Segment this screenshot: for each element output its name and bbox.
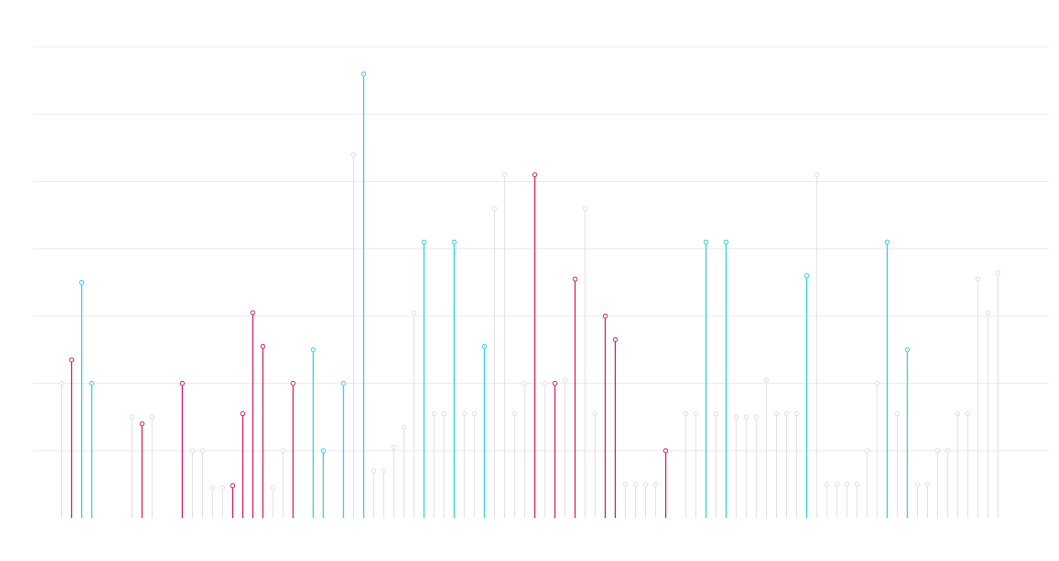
lollipop-point-32[interactable] xyxy=(371,468,377,474)
lollipop-point-26[interactable] xyxy=(310,347,316,353)
lollipop-point-48[interactable] xyxy=(532,172,538,178)
lollipop-point-57[interactable] xyxy=(622,481,628,487)
lollipop-point-66[interactable] xyxy=(713,411,719,417)
lollipop-point-2[interactable] xyxy=(69,357,75,363)
lollipop-point-65[interactable] xyxy=(703,239,709,245)
lollipop-point-46[interactable] xyxy=(512,411,518,417)
lollipop-point-82[interactable] xyxy=(874,380,880,386)
lollipop-point-35[interactable] xyxy=(401,424,407,430)
lollipop-point-75[interactable] xyxy=(804,273,810,279)
lollipop-point-84[interactable] xyxy=(894,411,900,417)
lollipop-point-23[interactable] xyxy=(280,448,286,454)
lollipop-point-9[interactable] xyxy=(139,421,145,427)
lollipop-point-54[interactable] xyxy=(592,411,598,417)
lollipop-point-31[interactable] xyxy=(361,71,367,77)
lollipop-point-60[interactable] xyxy=(653,481,659,487)
lollipop-point-56[interactable] xyxy=(612,337,618,343)
lollipop-point-85[interactable] xyxy=(904,347,910,353)
lollipop-point-81[interactable] xyxy=(864,448,870,454)
lollipop-point-47[interactable] xyxy=(522,380,528,386)
lollipop-point-4[interactable] xyxy=(89,380,95,386)
lollipop-point-36[interactable] xyxy=(411,310,417,316)
lollipop-point-61[interactable] xyxy=(663,448,669,454)
lollipop-point-8[interactable] xyxy=(129,414,135,420)
lollipop-heads xyxy=(59,71,1001,491)
lollipop-point-90[interactable] xyxy=(955,411,961,417)
gridlines xyxy=(33,46,1049,452)
lollipop-point-15[interactable] xyxy=(199,448,205,454)
lollipop-point-27[interactable] xyxy=(320,448,326,454)
lollipop-point-50[interactable] xyxy=(552,380,558,386)
lollipop-point-29[interactable] xyxy=(340,380,346,386)
lollipop-point-14[interactable] xyxy=(189,448,195,454)
lollipop-point-69[interactable] xyxy=(743,414,749,420)
lollipop-point-68[interactable] xyxy=(733,414,739,420)
lollipop-point-51[interactable] xyxy=(562,377,568,383)
lollipop-point-43[interactable] xyxy=(481,343,487,349)
lollipop-point-93[interactable] xyxy=(985,310,991,316)
lollipop-point-59[interactable] xyxy=(643,481,649,487)
lollipop-point-3[interactable] xyxy=(79,279,85,285)
lollipop-point-83[interactable] xyxy=(884,239,890,245)
lollipop-point-44[interactable] xyxy=(492,205,498,211)
lollipop-point-41[interactable] xyxy=(461,411,467,417)
lollipop-point-88[interactable] xyxy=(935,448,941,454)
lollipop-point-76[interactable] xyxy=(814,172,820,178)
lollipop-point-58[interactable] xyxy=(632,481,638,487)
lollipop-point-64[interactable] xyxy=(693,411,699,417)
lollipop-point-16[interactable] xyxy=(210,485,216,491)
lollipop-point-45[interactable] xyxy=(502,172,508,178)
lollipop-point-92[interactable] xyxy=(975,276,981,282)
lollipop-point-72[interactable] xyxy=(773,411,779,417)
lollipop-point-71[interactable] xyxy=(763,377,769,383)
lollipop-point-89[interactable] xyxy=(945,448,951,454)
lollipop-point-38[interactable] xyxy=(431,411,437,417)
lollipop-point-73[interactable] xyxy=(784,411,790,417)
lollipop-point-22[interactable] xyxy=(270,485,276,491)
lollipop-point-87[interactable] xyxy=(925,481,931,487)
lollipop-point-91[interactable] xyxy=(965,411,971,417)
lollipop-point-21[interactable] xyxy=(260,343,266,349)
lollipop-point-37[interactable] xyxy=(421,239,427,245)
lollipop-stems xyxy=(61,73,999,518)
lollipop-point-19[interactable] xyxy=(240,411,246,417)
lollipop-point-18[interactable] xyxy=(230,483,236,489)
lollipop-point-63[interactable] xyxy=(683,411,689,417)
lollipop-point-77[interactable] xyxy=(824,481,830,487)
lollipop-point-17[interactable] xyxy=(220,485,226,491)
lollipop-point-13[interactable] xyxy=(179,380,185,386)
lollipop-point-74[interactable] xyxy=(794,411,800,417)
lollipop-point-55[interactable] xyxy=(602,313,608,319)
lollipop-point-10[interactable] xyxy=(149,414,155,420)
lollipop-point-24[interactable] xyxy=(290,380,296,386)
lollipop-point-67[interactable] xyxy=(723,239,729,245)
lollipop-point-40[interactable] xyxy=(451,239,457,245)
lollipop-point-79[interactable] xyxy=(844,481,850,487)
lollipop-point-52[interactable] xyxy=(572,276,578,282)
lollipop-point-33[interactable] xyxy=(381,468,387,474)
lollipop-point-49[interactable] xyxy=(542,380,548,386)
lollipop-point-53[interactable] xyxy=(582,205,588,211)
lollipop-point-34[interactable] xyxy=(391,444,397,450)
lollipop-point-70[interactable] xyxy=(753,414,759,420)
lollipop-point-30[interactable] xyxy=(351,152,357,158)
lollipop-point-42[interactable] xyxy=(471,411,477,417)
lollipop-point-20[interactable] xyxy=(250,310,256,316)
lollipop-point-78[interactable] xyxy=(834,481,840,487)
lollipop-point-39[interactable] xyxy=(441,411,447,417)
lollipop-point-1[interactable] xyxy=(59,380,64,386)
lollipop-point-80[interactable] xyxy=(854,481,860,487)
lollipop-point-94[interactable] xyxy=(995,269,1001,275)
lollipop-point-86[interactable] xyxy=(914,481,920,487)
